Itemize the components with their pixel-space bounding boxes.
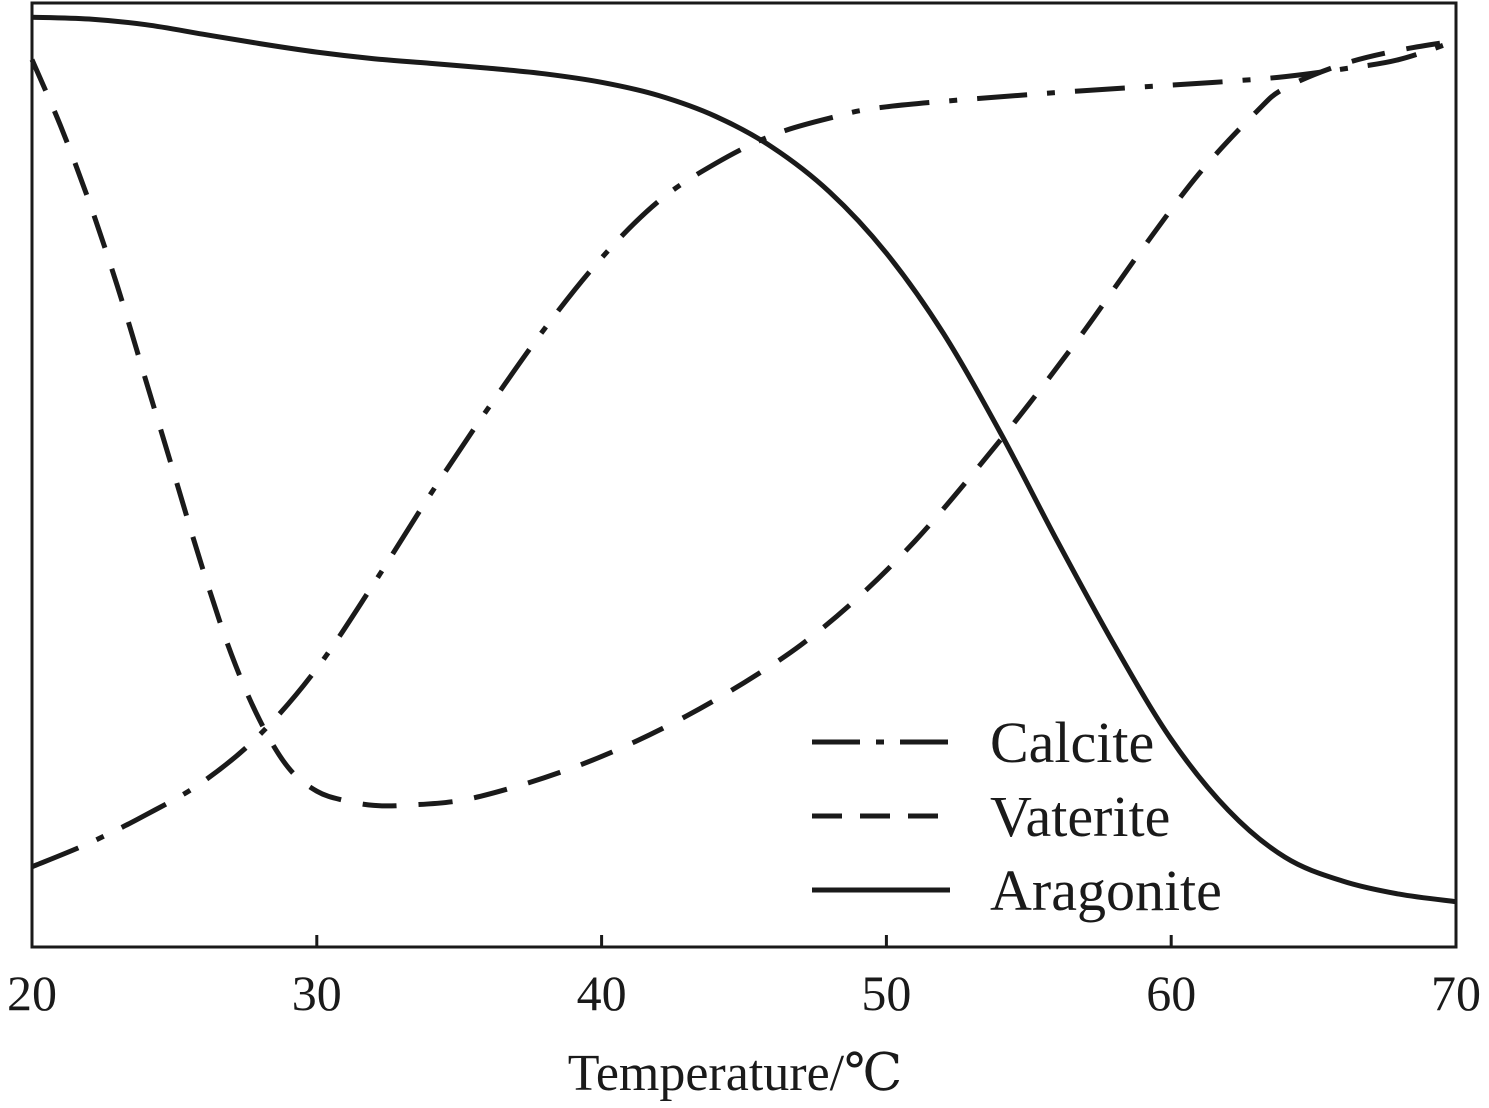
x-tick-label: 20 [7,965,57,1021]
series-line-vaterite [29,38,1457,809]
series-line-aragonite [31,14,1457,905]
x-tick-label: 40 [577,965,627,1021]
x-tick-label: 50 [861,965,911,1021]
legend-label-vaterite: Vaterite [990,784,1170,849]
series-lines [29,14,1457,905]
x-axis-ticks: 20 30 40 50 60 70 [7,935,1481,1021]
x-axis-label: Temperature/℃ [568,1045,903,1102]
x-tick-label: 30 [292,965,342,1021]
legend: Calcite Vaterite Aragonite [812,710,1222,923]
legend-label-calcite: Calcite [990,710,1154,775]
series-line-calcite [31,38,1457,870]
x-tick-label: 60 [1146,965,1196,1021]
legend-label-aragonite: Aragonite [990,858,1222,923]
x-tick-label: 70 [1431,965,1481,1021]
plot-frame [30,1,1458,949]
